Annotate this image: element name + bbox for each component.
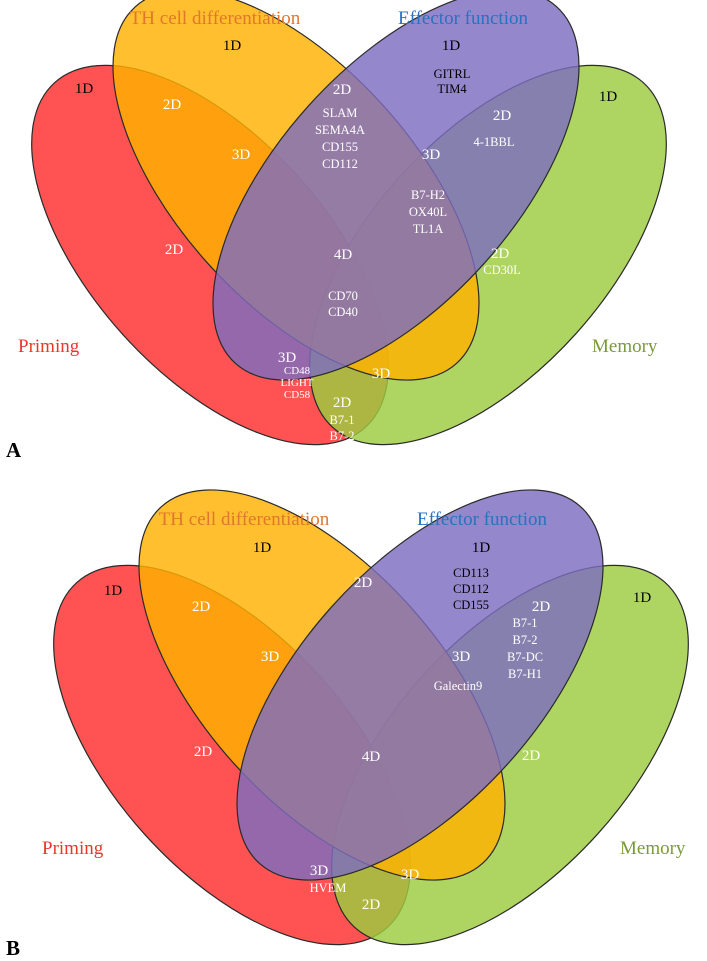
region-label-pem-3d: 3D [310, 863, 329, 879]
gene-label: CD155 [453, 598, 489, 612]
region-label-ptm-3d: 3D [372, 366, 391, 382]
region-label-memory-1d: 1D [633, 590, 652, 606]
gene-label: LIGHT [281, 377, 314, 389]
gene-label: B7-H1 [508, 667, 542, 681]
region-label-effector-1d: 1D [442, 38, 461, 54]
gene-label: TIM4 [437, 82, 467, 96]
gene-list-pm-2d: B7-1 B7-2 [330, 413, 355, 443]
gene-label: B7-1 [513, 616, 538, 630]
gene-label: OX40L [409, 205, 447, 219]
gene-label: Galectin9 [434, 679, 483, 693]
region-label-pte-3d: 3D [232, 147, 251, 163]
region-label-pe-2d: 2D [165, 242, 184, 258]
region-label-tem-3d: 3D [422, 147, 441, 163]
region-label-pe-2d: 2D [194, 744, 213, 760]
region-label-pm-2d: 2D [333, 395, 352, 411]
region-label-priming-1d: 1D [75, 81, 94, 97]
gene-label: B7-2 [330, 429, 355, 443]
region-label-em-2d: 2D [493, 108, 512, 124]
gene-label: CD48 [284, 365, 311, 377]
region-label-tm-2d: 2D [522, 748, 541, 764]
venn-panel-a: TH cell differentiation Effector function… [6, 0, 667, 462]
gene-label: TL1A [413, 222, 444, 236]
gene-label: CD70 [328, 289, 358, 303]
set-ellipse-effector [212, 0, 580, 381]
gene-list-tem-3d: B7-H2 OX40L TL1A [409, 188, 447, 236]
region-label-memory-1d: 1D [599, 89, 618, 105]
gene-label: CD30L [483, 263, 521, 277]
gene-label: CD112 [453, 582, 489, 596]
gene-label: B7-H2 [411, 188, 445, 202]
gene-label: B7-DC [507, 650, 543, 664]
gene-label: CD112 [322, 157, 358, 171]
gene-list-em-2d: B7-1 B7-2 B7-DC B7-H1 [507, 616, 543, 681]
region-label-em-2d: 2D [532, 599, 551, 615]
panel-label: B [6, 936, 20, 960]
region-label-tem-3d: 3D [452, 649, 471, 665]
region-label-te-2d: 2D [333, 82, 352, 98]
gene-list-all-4d: CD70 CD40 [328, 289, 358, 319]
set-title-priming: Priming [18, 336, 80, 357]
set-title-memory: Memory [620, 838, 686, 859]
gene-list-em-2d: 4-1BBL [474, 135, 515, 149]
gene-list-effector-1d: CD113 CD112 CD155 [453, 566, 489, 612]
set-title-effector: Effector function [417, 509, 547, 530]
gene-label: CD155 [322, 140, 358, 154]
set-title-th: TH cell differentiation [130, 8, 301, 29]
gene-label: CD58 [284, 389, 311, 401]
gene-list-tm-2d: CD30L [483, 263, 521, 277]
set-title-memory: Memory [592, 336, 658, 357]
region-label-pt-2d: 2D [163, 97, 182, 113]
set-title-priming: Priming [42, 838, 104, 859]
region-label-pm-2d: 2D [362, 897, 381, 913]
gene-list-tem-3d: Galectin9 [434, 679, 483, 693]
gene-list-te-2d: SLAM SEMA4A CD155 CD112 [315, 106, 365, 171]
region-label-effector-1d: 1D [472, 540, 491, 556]
region-label-tm-2d: 2D [491, 246, 510, 262]
gene-label: CD113 [453, 566, 489, 580]
gene-label: CD40 [328, 305, 358, 319]
gene-label: GITRL [434, 67, 471, 81]
set-ellipse-effector [236, 489, 604, 881]
gene-label: B7-1 [330, 413, 355, 427]
region-label-priming-1d: 1D [104, 583, 123, 599]
region-label-th-1d: 1D [223, 38, 242, 54]
set-title-th: TH cell differentiation [159, 509, 330, 530]
gene-label: HVEM [310, 881, 347, 895]
region-label-all-4d: 4D [334, 247, 353, 263]
venn-panel-b: TH cell differentiation Effector function… [6, 489, 689, 960]
region-label-pt-2d: 2D [192, 599, 211, 615]
region-label-te-2d: 2D [354, 575, 373, 591]
region-label-all-4d: 4D [362, 749, 381, 765]
region-label-pte-3d: 3D [261, 649, 280, 665]
region-label-th-1d: 1D [253, 540, 272, 556]
gene-label: SLAM [323, 106, 358, 120]
gene-label: 4-1BBL [474, 135, 515, 149]
set-title-effector: Effector function [398, 8, 528, 29]
panel-label: A [6, 438, 22, 462]
gene-list-pem-3d: HVEM [310, 881, 347, 895]
gene-label: SEMA4A [315, 123, 365, 137]
region-label-pem-3d: 3D [278, 350, 297, 366]
region-label-ptm-3d: 3D [401, 867, 420, 883]
gene-label: B7-2 [513, 633, 538, 647]
